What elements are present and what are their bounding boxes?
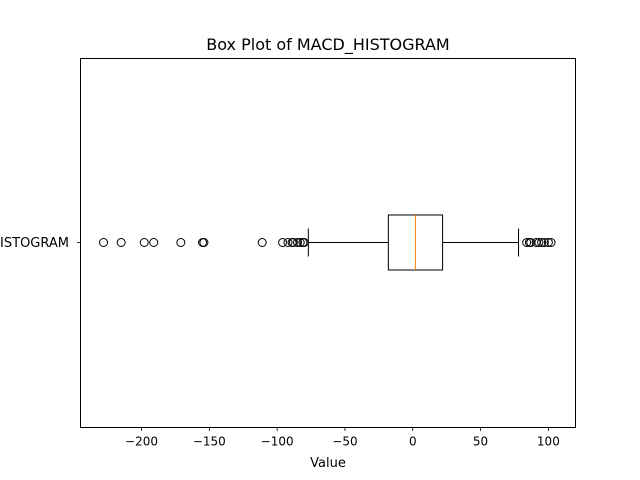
x-tick-label: −50 (332, 435, 357, 449)
outlier-point (257, 238, 267, 247)
outlier-point (99, 238, 109, 247)
outlier-point (537, 238, 547, 247)
plot-area (99, 214, 556, 271)
outlier-point (295, 238, 305, 247)
outlier-point (278, 238, 288, 247)
outlier-point (149, 238, 159, 247)
x-tick-label: −150 (193, 435, 226, 449)
x-tick-label: 0 (409, 435, 417, 449)
outlier-point (139, 238, 149, 247)
outlier-point (546, 238, 556, 247)
outlier-point (543, 238, 553, 247)
outlier-point (539, 238, 549, 247)
outlier-point (283, 238, 293, 247)
outlier-point (199, 238, 209, 247)
outlier-point (288, 238, 298, 247)
outlier-point (522, 238, 532, 247)
outlier-point (176, 238, 186, 247)
outlier-point (116, 238, 126, 247)
outlier-point (534, 238, 544, 247)
x-tick-label: 100 (537, 435, 560, 449)
y-category-label: MACD_HISTOGRAM (0, 236, 69, 251)
outlier-point (292, 238, 302, 247)
x-tick-label: 50 (473, 435, 488, 449)
chart-title: Box Plot of MACD_HISTOGRAM (206, 35, 449, 55)
x-axis-ticks: −200 −150 −100 −50 0 50 100 (77, 242, 560, 449)
x-axis-label: Value (310, 456, 346, 471)
outlier-point (299, 238, 309, 247)
x-tick-label: −200 (125, 435, 158, 449)
x-tick-label: −100 (261, 435, 294, 449)
plot-frame (80, 58, 576, 428)
